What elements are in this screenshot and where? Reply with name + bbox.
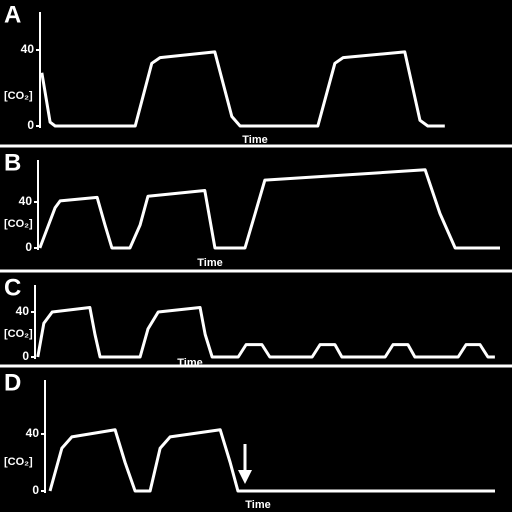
y-axis-label: [CO₂] (4, 218, 33, 230)
x-axis-label: Time (242, 134, 267, 146)
panel-letter: B (4, 149, 21, 176)
x-axis-label: Time (197, 257, 222, 269)
waveform (36, 306, 495, 359)
x-axis-label: Time (177, 357, 202, 369)
y-tick-label: 0 (25, 240, 32, 254)
panel-letter: A (4, 1, 21, 28)
waveform (48, 428, 495, 493)
y-tick-label: 40 (19, 194, 33, 208)
y-tick-label: 0 (22, 349, 29, 363)
y-tick-label: 40 (16, 304, 30, 318)
y-tick-label: 40 (21, 42, 35, 56)
y-tick-label: 0 (32, 483, 39, 497)
y-axis-label: [CO₂] (4, 90, 33, 102)
y-axis-label: [CO₂] (4, 456, 33, 468)
waveform (38, 168, 500, 250)
panel-letter: D (4, 369, 21, 396)
arrow (238, 444, 252, 484)
y-axis-label: [CO₂] (4, 328, 33, 340)
y-tick-label: 0 (27, 118, 34, 132)
waveform (40, 50, 445, 128)
panel-letter: C (4, 274, 21, 301)
y-tick-label: 40 (26, 426, 40, 440)
x-axis-label: Time (245, 499, 270, 511)
